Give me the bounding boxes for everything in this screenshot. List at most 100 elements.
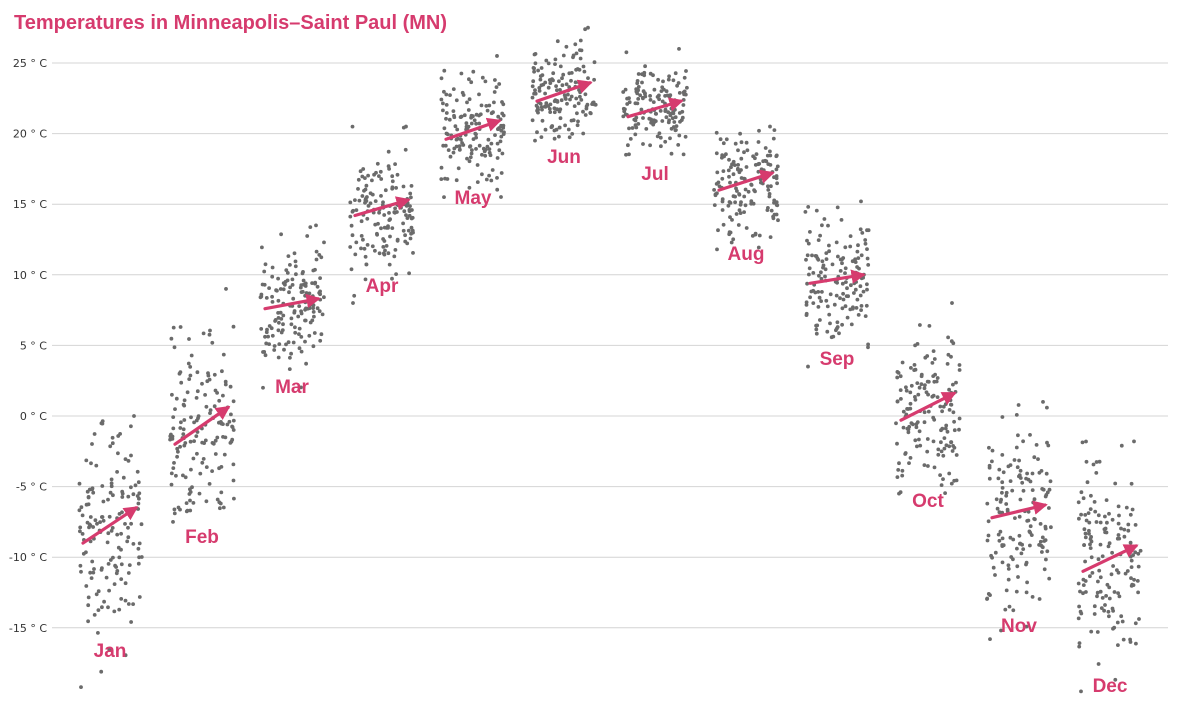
data-point bbox=[1110, 517, 1115, 522]
data-point bbox=[945, 362, 950, 366]
data-point bbox=[813, 254, 818, 258]
data-point bbox=[189, 415, 193, 420]
data-point bbox=[936, 452, 941, 457]
data-point bbox=[932, 465, 937, 470]
data-point bbox=[221, 393, 225, 398]
data-point bbox=[470, 148, 474, 153]
data-point bbox=[1018, 468, 1023, 473]
data-point bbox=[360, 194, 365, 198]
data-point bbox=[749, 183, 754, 187]
data-point bbox=[951, 410, 956, 415]
data-point bbox=[814, 327, 819, 332]
data-point bbox=[644, 126, 649, 131]
data-point bbox=[441, 108, 445, 113]
data-point bbox=[281, 322, 285, 327]
data-point bbox=[852, 291, 856, 295]
data-point bbox=[1081, 583, 1086, 587]
data-point bbox=[813, 290, 818, 295]
data-point bbox=[270, 333, 275, 338]
data-point bbox=[284, 342, 288, 347]
data-point bbox=[1077, 516, 1081, 521]
data-point bbox=[733, 200, 737, 205]
data-point bbox=[579, 48, 584, 53]
data-point bbox=[840, 281, 845, 286]
data-point bbox=[639, 107, 644, 112]
data-point bbox=[261, 385, 265, 390]
data-point bbox=[986, 592, 991, 596]
data-point bbox=[850, 306, 855, 311]
data-point bbox=[477, 113, 481, 118]
data-point bbox=[386, 149, 391, 154]
data-point bbox=[96, 631, 100, 635]
data-point bbox=[410, 215, 415, 220]
data-point bbox=[197, 491, 202, 496]
data-point bbox=[999, 628, 1003, 633]
data-point bbox=[679, 118, 684, 122]
data-point bbox=[129, 620, 134, 624]
data-point bbox=[192, 439, 197, 443]
data-point bbox=[169, 471, 174, 476]
data-point bbox=[578, 90, 582, 95]
data-point bbox=[443, 143, 448, 148]
data-point bbox=[720, 176, 725, 181]
data-point bbox=[557, 125, 562, 130]
data-point bbox=[866, 342, 870, 347]
data-point bbox=[739, 168, 743, 172]
data-point bbox=[1103, 603, 1107, 607]
data-point bbox=[500, 151, 505, 156]
data-point bbox=[206, 371, 210, 375]
data-point bbox=[207, 332, 212, 337]
data-point bbox=[1130, 582, 1135, 587]
data-point bbox=[948, 398, 953, 403]
data-point bbox=[297, 346, 302, 351]
data-point bbox=[471, 69, 476, 74]
data-point bbox=[651, 100, 656, 104]
data-point bbox=[668, 93, 673, 98]
data-point bbox=[1010, 488, 1015, 493]
data-point bbox=[191, 456, 196, 461]
data-point bbox=[581, 109, 585, 114]
data-point bbox=[682, 92, 686, 97]
data-point bbox=[270, 274, 275, 279]
data-point bbox=[858, 227, 863, 232]
data-point bbox=[1021, 439, 1025, 444]
data-point bbox=[1084, 459, 1089, 464]
data-point bbox=[1128, 637, 1132, 642]
data-point bbox=[907, 424, 912, 429]
data-point bbox=[259, 327, 264, 331]
data-point bbox=[112, 609, 117, 614]
data-point bbox=[231, 324, 236, 329]
data-point bbox=[90, 442, 94, 446]
data-point bbox=[668, 113, 673, 118]
data-point bbox=[557, 134, 561, 139]
data-point bbox=[231, 428, 236, 432]
y-tick-label: 25 ° C bbox=[13, 57, 47, 70]
data-point bbox=[866, 345, 870, 350]
data-point bbox=[203, 438, 208, 443]
data-point bbox=[915, 381, 920, 385]
data-point bbox=[1092, 612, 1097, 616]
data-point bbox=[292, 309, 297, 313]
data-point bbox=[844, 280, 848, 284]
y-tick-label: 0 ° C bbox=[20, 410, 47, 423]
data-point bbox=[657, 93, 661, 98]
data-point bbox=[858, 293, 863, 298]
trend-arrow bbox=[717, 169, 775, 192]
data-point bbox=[84, 458, 89, 463]
data-point bbox=[677, 91, 682, 95]
month-label: Jan bbox=[94, 641, 127, 662]
data-point bbox=[1134, 641, 1138, 646]
data-point bbox=[1016, 403, 1021, 407]
data-point bbox=[1088, 507, 1093, 511]
data-point bbox=[917, 429, 922, 434]
data-point bbox=[1040, 487, 1045, 491]
data-point bbox=[664, 115, 669, 120]
data-point bbox=[854, 306, 859, 310]
data-point bbox=[473, 131, 478, 136]
data-point bbox=[454, 144, 459, 149]
data-point bbox=[288, 263, 292, 267]
data-point bbox=[188, 508, 193, 513]
data-point bbox=[467, 97, 472, 102]
data-point bbox=[991, 565, 996, 570]
data-point bbox=[743, 203, 748, 208]
